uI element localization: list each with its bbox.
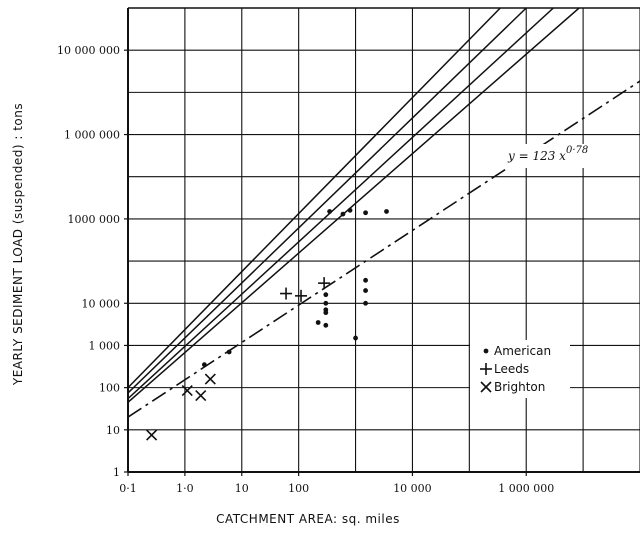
equation-exponent: 0·78 xyxy=(566,145,588,156)
legend-marker-brighton-b xyxy=(480,381,492,393)
tick-labels: 0·1 1·0 10 100 10 000 1 000 000 1 10 100 1 000 10 … xyxy=(57,44,554,495)
data-points xyxy=(146,207,389,441)
y-tick-label: 10 000 000 xyxy=(57,44,120,57)
y-tick-label: 1 xyxy=(113,466,120,479)
american-point xyxy=(323,292,329,298)
american-point xyxy=(315,320,321,325)
x-tick-label: 1·0 xyxy=(176,482,194,495)
equation-background xyxy=(504,144,608,168)
x-tick-label: 100 xyxy=(288,482,309,495)
american-point xyxy=(226,349,232,355)
brighton-point xyxy=(181,385,193,397)
american-point xyxy=(327,209,333,214)
american-point xyxy=(363,300,368,306)
brighton-point-b xyxy=(146,429,158,441)
y-tick-label: 1 000 000 xyxy=(64,129,120,142)
envelope-line-4 xyxy=(128,8,501,389)
american-point xyxy=(323,307,329,313)
regression-equation: y = 123 x0·78 xyxy=(507,145,588,163)
brighton-point xyxy=(195,389,207,402)
legend-marker-leeds xyxy=(480,363,492,375)
y-axis-title: YEARLY SEDIMENT LOAD (suspended) : tons xyxy=(11,103,25,386)
brighton-point-b xyxy=(195,389,207,402)
leeds-point xyxy=(280,287,293,300)
american-point xyxy=(384,209,389,214)
reference-lines xyxy=(128,8,640,418)
envelope-line-3 xyxy=(128,8,527,394)
plot-frame xyxy=(127,7,640,473)
american-point xyxy=(340,211,346,217)
y-tick-label: 10 000 xyxy=(82,297,121,310)
brighton-point xyxy=(146,429,158,441)
leeds-point xyxy=(318,277,331,290)
american-point xyxy=(353,335,358,341)
legend: American Leeds Brighton xyxy=(470,340,570,398)
envelope-line-2 xyxy=(128,8,554,400)
leeds-point xyxy=(295,289,308,302)
x-tick-label: 0·1 xyxy=(119,482,137,495)
legend-marker-brighton xyxy=(480,381,492,393)
brighton-point xyxy=(204,373,216,385)
legend-label-american: American xyxy=(494,344,551,358)
legend-label-leeds: Leeds xyxy=(494,362,529,376)
y-tick-label: 100 xyxy=(99,382,120,395)
american-point xyxy=(363,210,368,216)
american-point xyxy=(363,277,368,283)
x-axis-title: CATCHMENT AREA: sq. miles xyxy=(216,512,400,526)
x-tick-label: 1 000 000 xyxy=(498,482,554,495)
brighton-point-b xyxy=(181,385,193,397)
envelope-line-1 xyxy=(128,8,580,403)
american-point xyxy=(323,300,329,306)
american-point xyxy=(347,207,353,213)
y-tick-label: 10 xyxy=(106,424,120,437)
x-tick-label: 10 xyxy=(235,482,249,495)
grid xyxy=(127,7,640,473)
american-point xyxy=(201,362,207,368)
regression-line xyxy=(128,80,640,418)
x-tick-label: 10 000 xyxy=(393,482,432,495)
y-tick-label: 1000 000 xyxy=(68,213,121,226)
equation-base: y = 123 x xyxy=(507,149,566,163)
brighton-point-b xyxy=(204,373,216,385)
american-point xyxy=(323,322,329,328)
legend-label-brighton: Brighton xyxy=(494,380,545,394)
y-tick-label: 1 000 xyxy=(89,339,121,352)
american-point xyxy=(363,288,368,293)
legend-marker-american xyxy=(483,348,489,354)
